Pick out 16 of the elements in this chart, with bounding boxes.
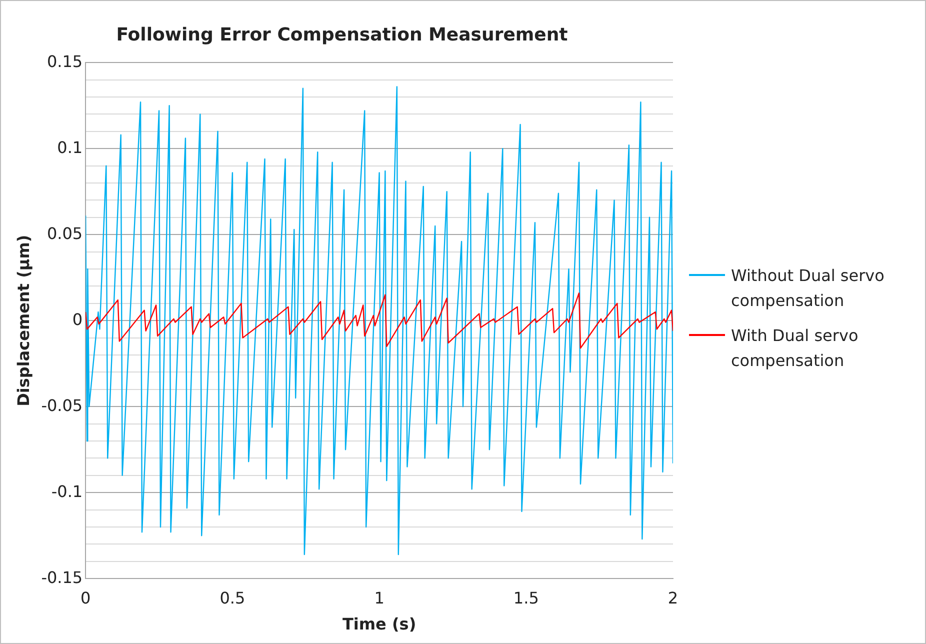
legend-label: Without Dual servo compensation	[731, 265, 886, 312]
y-tick-label: 0.05	[46, 224, 83, 243]
y-tick-label: 0.15	[46, 52, 83, 71]
y-tick-label: -0.1	[51, 482, 83, 501]
x-tick-label: 1.5	[513, 588, 539, 608]
x-tick-label: 1	[374, 588, 384, 608]
x-tick-label: 0.5	[220, 588, 246, 608]
y-axis-title: Displacement (µm)	[14, 234, 33, 406]
x-tick-label: 2	[668, 588, 678, 608]
y-tick-label: -0.15	[41, 568, 83, 587]
chart-title: Following Error Compensation Measurement	[116, 24, 568, 46]
y-tick-label: 0	[72, 310, 83, 329]
x-axis-title: Time (s)	[342, 614, 416, 634]
legend-label: With Dual servo compensation	[731, 325, 860, 372]
y-tick-label: -0.05	[41, 396, 83, 415]
y-tick-label: 0.1	[57, 138, 83, 157]
